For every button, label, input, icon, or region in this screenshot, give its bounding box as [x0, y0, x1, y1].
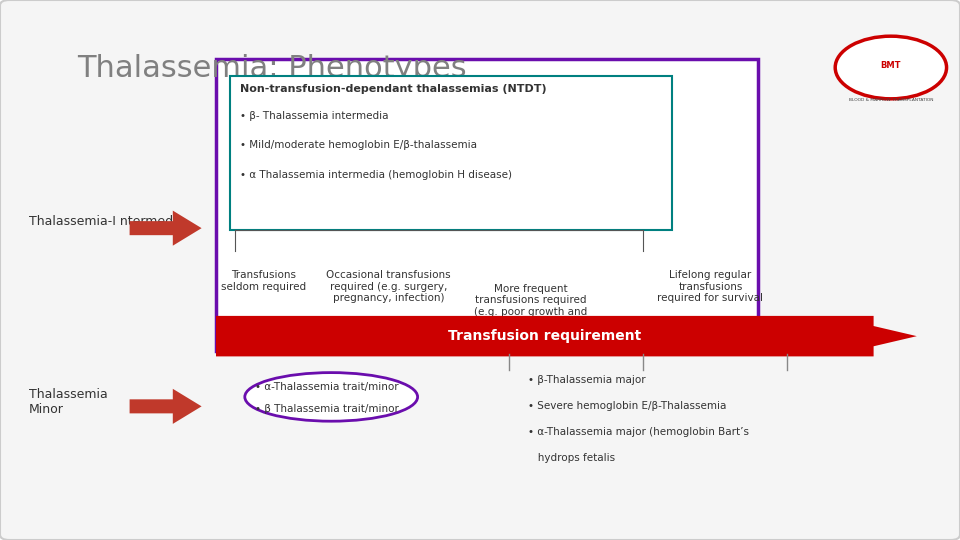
- Text: • Severe hemoglobin E/β-Thalassemia: • Severe hemoglobin E/β-Thalassemia: [528, 401, 727, 411]
- Text: BMT: BMT: [880, 62, 901, 70]
- Text: Thalassemia
Minor: Thalassemia Minor: [29, 388, 108, 416]
- Circle shape: [835, 36, 947, 99]
- Text: • α-Thalassemia major (hemoglobin Bart’s: • α-Thalassemia major (hemoglobin Bart’s: [528, 427, 749, 437]
- FancyBboxPatch shape: [216, 59, 758, 351]
- Text: • Mild/moderate hemoglobin E/β-thalassemia: • Mild/moderate hemoglobin E/β-thalassem…: [240, 140, 477, 151]
- Ellipse shape: [245, 373, 418, 421]
- Text: Non-transfusion-dependant thalassemias (NTDT): Non-transfusion-dependant thalassemias (…: [240, 84, 546, 94]
- Text: Transfusion requirement: Transfusion requirement: [448, 329, 641, 343]
- Text: Transfusions
seldom required: Transfusions seldom required: [222, 270, 306, 292]
- Text: • β Thalassemia trait/minor: • β Thalassemia trait/minor: [255, 403, 399, 414]
- Text: More frequent
transfusions required
(e.g. poor growth and
development, specific
: More frequent transfusions required (e.g…: [473, 284, 588, 340]
- Text: BLOOD & MARROW TRANSPLANTATION: BLOOD & MARROW TRANSPLANTATION: [849, 98, 933, 102]
- Text: Occasional transfusions
required (e.g. surgery,
pregnancy, infection): Occasional transfusions required (e.g. s…: [326, 270, 451, 303]
- Text: Thalassemia: Phenotypes: Thalassemia: Phenotypes: [77, 54, 467, 83]
- Polygon shape: [130, 211, 202, 246]
- Text: • α-Thalassemia trait/minor: • α-Thalassemia trait/minor: [255, 382, 398, 392]
- Text: Lifelong regular
transfusions
required for survival: Lifelong regular transfusions required f…: [658, 270, 763, 303]
- Polygon shape: [216, 316, 917, 356]
- FancyBboxPatch shape: [230, 76, 672, 230]
- Polygon shape: [130, 389, 202, 424]
- Text: • β-Thalassemia major: • β-Thalassemia major: [528, 375, 646, 386]
- Text: • β- Thalassemia intermedia: • β- Thalassemia intermedia: [240, 111, 389, 121]
- Text: • α Thalassemia intermedia (hemoglobin H disease): • α Thalassemia intermedia (hemoglobin H…: [240, 170, 512, 180]
- Text: Thalassemia­I ntermedia: Thalassemia­I ntermedia: [29, 215, 184, 228]
- Text: hydrops fetalis: hydrops fetalis: [528, 453, 615, 463]
